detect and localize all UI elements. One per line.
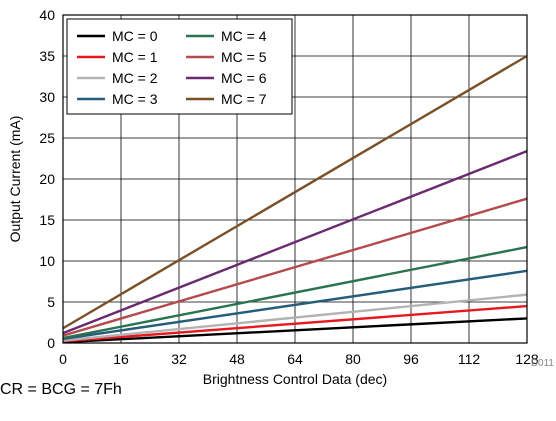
legend-label: MC = 3 [112, 91, 158, 107]
legend-label: MC = 7 [221, 91, 267, 107]
y-tick-label: 35 [39, 48, 55, 64]
y-tick-label: 20 [39, 171, 55, 187]
figure-code: D011 [531, 358, 555, 369]
legend-label: MC = 0 [112, 28, 158, 44]
x-tick-label: 64 [287, 351, 303, 367]
y-tick-label: 5 [47, 294, 55, 310]
legend-label: MC = 4 [221, 28, 267, 44]
x-tick-label: 80 [345, 351, 361, 367]
y-tick-label: 10 [39, 253, 55, 269]
y-tick-label: 25 [39, 130, 55, 146]
y-tick-label: 15 [39, 212, 55, 228]
x-tick-label: 48 [229, 351, 245, 367]
x-axis-title: Brightness Control Data (dec) [203, 371, 387, 387]
footnote: CR = BCG = 7Fh [0, 381, 122, 398]
legend: MC = 0 MC = 1 MC = 2 MC = 3 MC = 4 MC = 5 MC =… [67, 19, 292, 114]
x-tick-label: 32 [171, 351, 187, 367]
y-axis-title: Output Current (mA) [7, 116, 23, 243]
x-tick-label: 112 [458, 351, 481, 367]
legend-label: MC = 6 [221, 70, 267, 86]
legend-label: MC = 2 [112, 70, 158, 86]
y-tick-label: 40 [39, 7, 55, 23]
x-tick-label: 0 [59, 351, 67, 367]
y-tick-label: 0 [47, 335, 55, 351]
y-tick-labels: 0 5 10 15 20 25 30 35 40 [39, 7, 55, 351]
y-tick-label: 30 [39, 89, 55, 105]
x-tick-label: 96 [403, 351, 419, 367]
x-tick-label: 16 [113, 351, 129, 367]
legend-label: MC = 1 [112, 49, 158, 65]
x-tick-labels: 0 16 32 48 64 80 96 112 128 [59, 351, 539, 367]
legend-label: MC = 5 [221, 49, 267, 65]
